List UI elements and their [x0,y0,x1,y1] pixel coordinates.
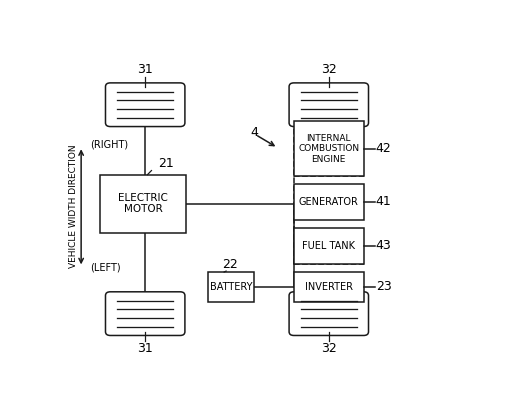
Text: 32: 32 [321,63,337,76]
Text: BATTERY: BATTERY [210,282,252,292]
Text: 41: 41 [376,195,391,208]
Text: 31: 31 [138,63,153,76]
Bar [100,175,186,233]
FancyBboxPatch shape [106,292,185,335]
Text: (RIGHT): (RIGHT) [90,140,128,150]
Text: ELECTRIC
MOTOR: ELECTRIC MOTOR [118,193,168,215]
Bar [294,121,364,176]
Text: 31: 31 [138,342,153,355]
Text: 22: 22 [222,258,238,271]
Bar [294,184,364,220]
FancyBboxPatch shape [289,292,369,335]
Text: GENERATOR: GENERATOR [299,197,359,207]
Bar [294,228,364,264]
Text: 4: 4 [250,126,258,139]
Bar [294,272,364,302]
Text: 43: 43 [376,239,391,253]
Text: 21: 21 [158,157,174,170]
Text: FUEL TANK: FUEL TANK [302,241,355,251]
Bar [208,272,254,302]
Text: (LEFT): (LEFT) [90,262,121,272]
Text: 23: 23 [376,280,391,293]
Text: INTERNAL
COMBUSTION
ENGINE: INTERNAL COMBUSTION ENGINE [298,134,359,164]
Text: 42: 42 [376,142,391,155]
Text: INVERTER: INVERTER [305,282,353,292]
FancyBboxPatch shape [106,83,185,126]
FancyBboxPatch shape [289,83,369,126]
Text: VEHICLE WIDTH DIRECTION: VEHICLE WIDTH DIRECTION [68,144,78,268]
Text: 32: 32 [321,342,337,355]
